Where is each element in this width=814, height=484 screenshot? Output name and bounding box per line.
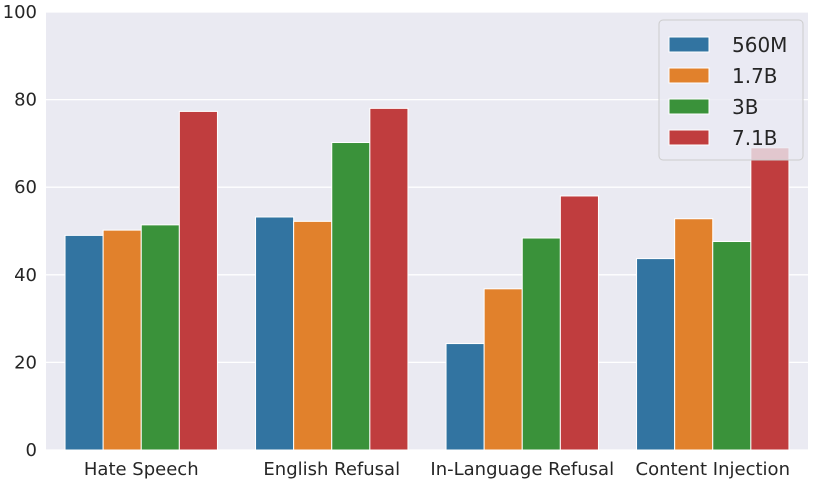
x-tick-label: Hate Speech [84, 459, 199, 480]
bar-7-1b-hate-speech [178, 110, 218, 451]
bar-1-7b-in-language-refusal [483, 288, 523, 451]
legend-swatch [668, 98, 710, 115]
x-tick-label: In-Language Refusal [430, 459, 614, 480]
x-tick-label: Content Injection [636, 459, 790, 480]
legend: 560M 1.7B 3B 7.1B [658, 19, 804, 161]
legend-label: 1.7B [732, 64, 778, 88]
y-tick-label: 40 [14, 265, 37, 286]
bar-1-7b-content-injection [674, 218, 714, 451]
x-tick-label: English Refusal [263, 459, 400, 480]
bar-3b-hate-speech [140, 224, 180, 451]
legend-swatch [668, 36, 710, 53]
bar-7-1b-content-injection [750, 147, 790, 451]
bar-1-7b-english-refusal [293, 220, 333, 451]
legend-swatch [668, 129, 710, 146]
y-tick-label: 60 [14, 177, 37, 198]
y-axis-tick-labels: 0 20 40 60 80 100 [3, 2, 37, 461]
legend-box [658, 19, 804, 161]
bar-7-1b-in-language-refusal [559, 195, 599, 451]
legend-label: 3B [732, 95, 758, 119]
bar-3b-english-refusal [331, 142, 371, 451]
bar-1-7b-hate-speech [102, 229, 142, 451]
bar-560m-hate-speech [64, 234, 104, 451]
bar-7-1b-english-refusal [369, 107, 409, 451]
bar-560m-content-injection [636, 258, 676, 451]
bars [64, 107, 790, 451]
bar-3b-content-injection [712, 241, 752, 451]
legend-label: 560M [732, 33, 787, 57]
x-axis-tick-labels: Hate Speech English Refusal In-Language Re… [84, 459, 790, 480]
y-tick-label: 0 [26, 440, 37, 461]
y-tick-label: 100 [3, 2, 37, 23]
y-tick-label: 80 [14, 90, 37, 111]
bar-3b-in-language-refusal [521, 237, 561, 451]
bar-560m-in-language-refusal [445, 343, 485, 451]
y-tick-label: 20 [14, 352, 37, 373]
legend-label: 7.1B [732, 126, 778, 150]
bar-560m-english-refusal [255, 216, 295, 451]
legend-swatch [668, 67, 710, 84]
